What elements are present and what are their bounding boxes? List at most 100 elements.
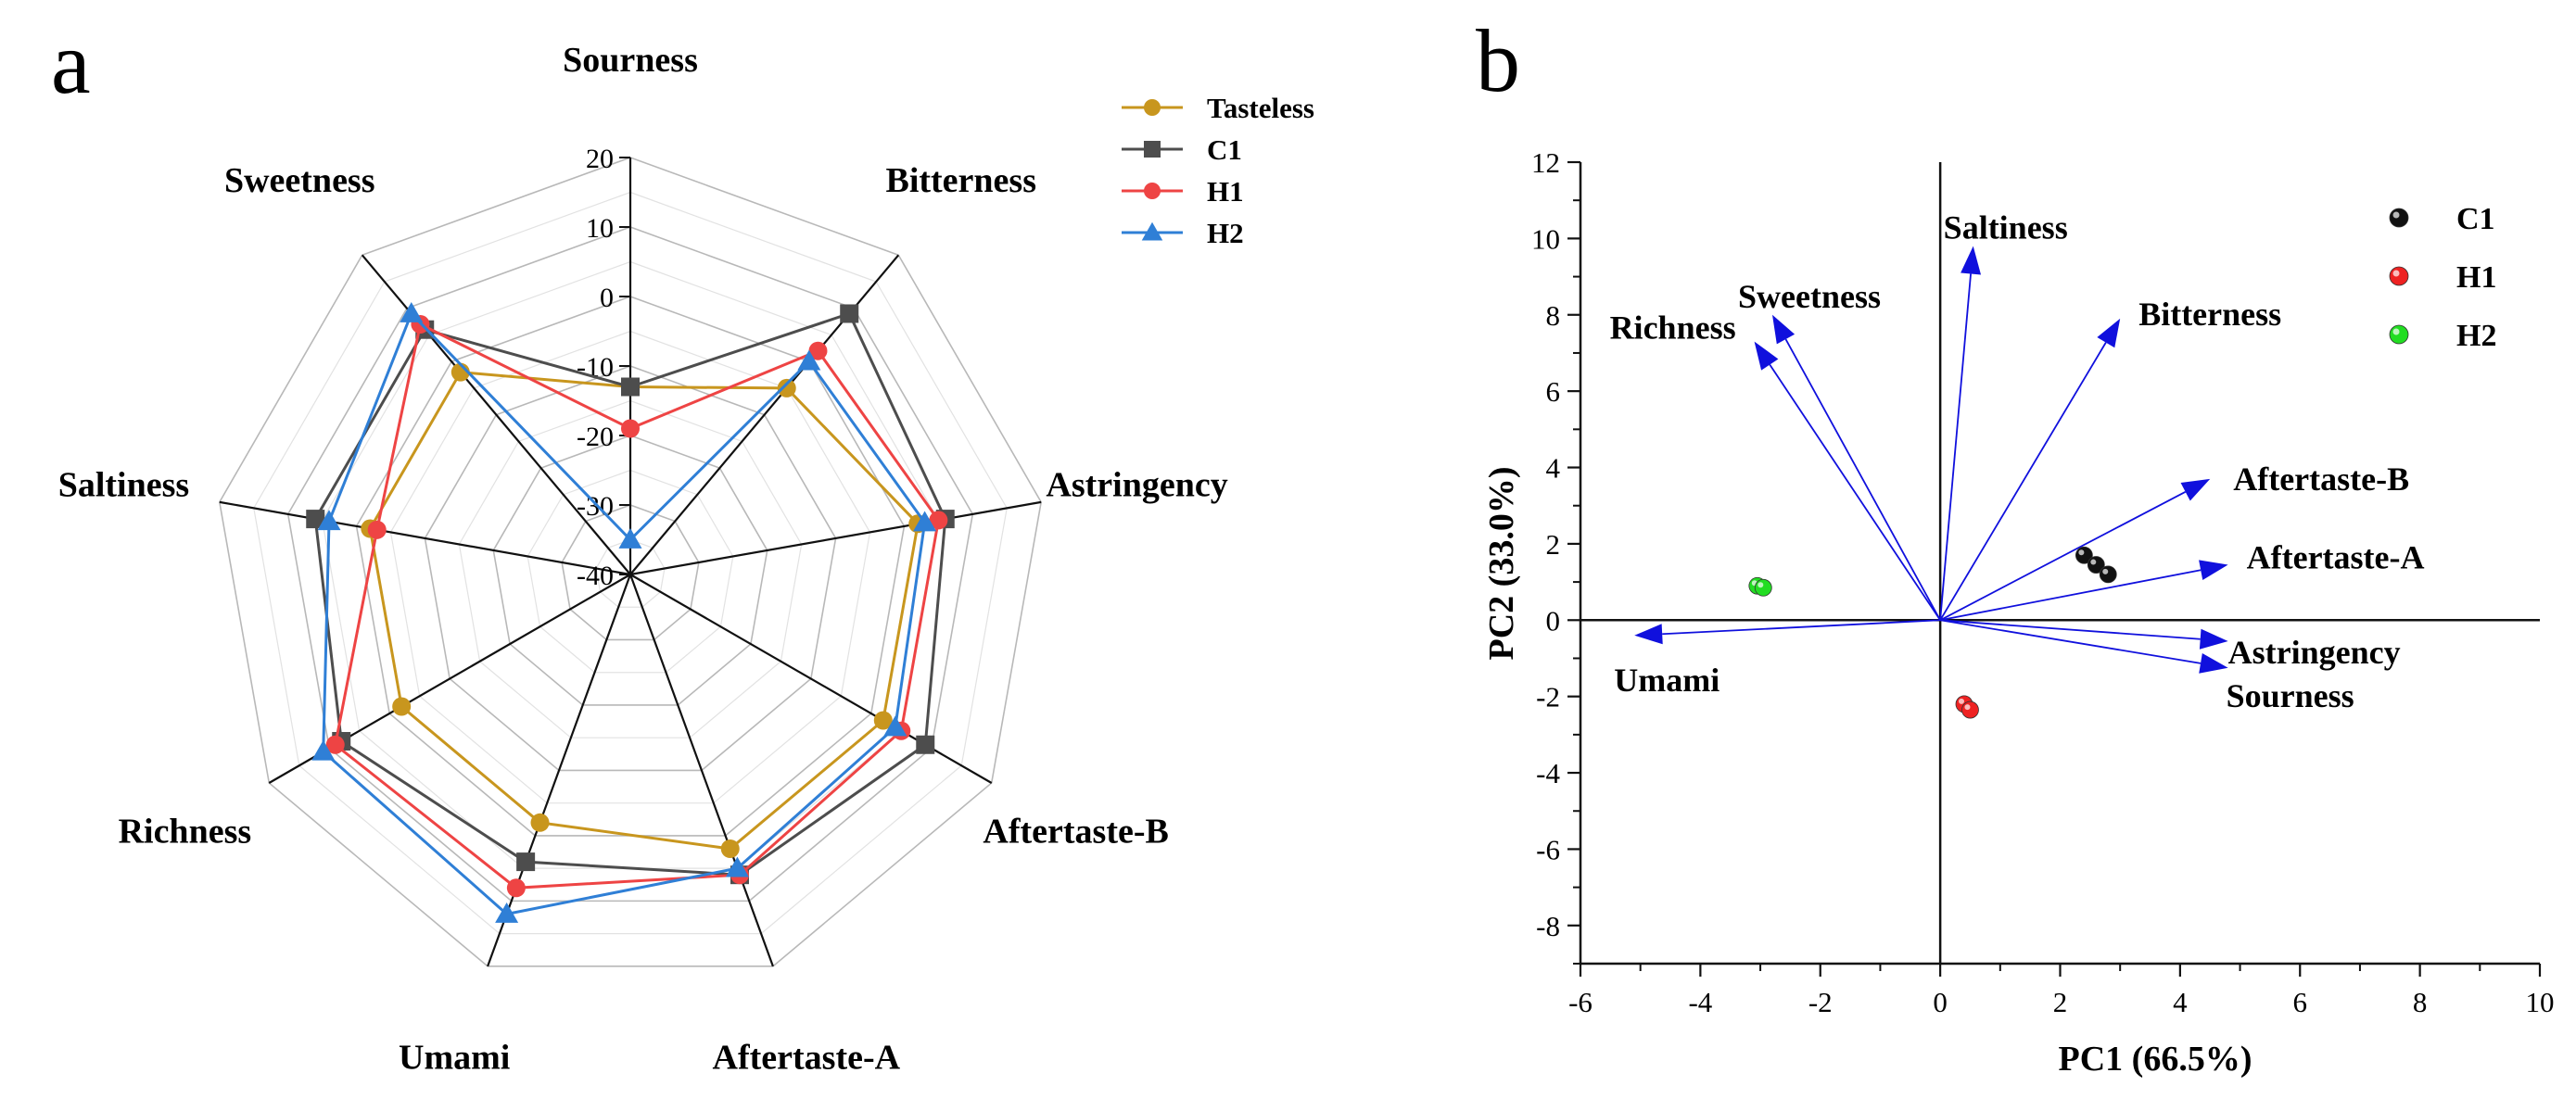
loading-arrowhead (1772, 314, 1796, 345)
legend-label: C1 (2456, 202, 2495, 236)
radar-axis-label: Umami (399, 1039, 510, 1078)
loading-arrowhead (1754, 341, 1779, 371)
y-tick-label: -4 (1536, 757, 1560, 789)
x-tick-label: 8 (2413, 986, 2428, 1018)
radar-minor-ring (458, 399, 803, 738)
y-tick-label: 4 (1546, 452, 1561, 485)
loading-label: Richness (1610, 309, 1736, 347)
legend-label: H2 (1207, 217, 1244, 249)
radar-axis-label: Richness (119, 813, 252, 852)
loading-arrowhead (1634, 624, 1663, 645)
radar-axis-label: Sweetness (224, 161, 375, 200)
radar-axis-label: Astringency (1046, 466, 1227, 505)
loading-arrowhead (2097, 318, 2121, 348)
radar-spoke (361, 254, 631, 575)
radar-grid-ring (424, 365, 837, 772)
x-tick-label: 0 (1933, 986, 1948, 1018)
radar-point (400, 301, 424, 322)
score-point (1754, 578, 1772, 597)
score-point-highlight (1758, 582, 1764, 588)
loading-arrowhead (1961, 246, 1982, 275)
legend-label: H2 (2456, 319, 2496, 353)
radar-spoke (629, 254, 900, 575)
radar-minor-ring (527, 469, 734, 674)
radar-point (725, 856, 749, 877)
radar-point (306, 510, 325, 529)
legend-marker-highlight (2392, 328, 2400, 335)
radar-axis-label: Bitterness (885, 161, 1036, 200)
x-tick-label: 6 (2293, 986, 2308, 1018)
loading-arrow (1939, 569, 2202, 622)
radar-point (621, 419, 640, 438)
radar-tick-label: -40 (577, 561, 614, 591)
score-point-highlight (1964, 704, 1971, 711)
score-point-highlight (2102, 568, 2109, 574)
loading-label: Astringency (2228, 634, 2401, 671)
x-tick-label: -2 (1808, 986, 1833, 1018)
legend-marker (2389, 208, 2409, 228)
legend-label: H1 (2456, 260, 2496, 295)
loading-label: Saltiness (1944, 209, 2068, 246)
loading-arrow (1939, 342, 2107, 621)
radar-point (916, 735, 935, 754)
pca-biplot: -6 -4 -2 0 2 4 6 8 10 12 10 8 6 4 2 0 -2 -4 -6 -8 Saltiness S… (1531, 146, 2555, 1018)
radar-point (367, 520, 387, 539)
legend-label: H1 (1207, 175, 1244, 208)
loading-arrowhead (2199, 653, 2228, 674)
legend-marker-highlight (2392, 211, 2400, 219)
radar-tick-label: -20 (577, 422, 614, 452)
radar-point (808, 341, 828, 360)
loading-arrow (1939, 619, 2202, 664)
radar-spoke (629, 500, 1042, 576)
legend-marker (1144, 183, 1161, 199)
radar-point (797, 349, 821, 371)
radar-legend: Tasteless C1 H1 H2 (1122, 92, 1314, 249)
legend-marker (1141, 221, 1163, 241)
radar-series-line (322, 310, 927, 916)
radar-chart: 20100-10-20-30-40SournessBitternessAstri… (58, 41, 1228, 1078)
radar-point (392, 697, 412, 716)
panel-label-a: a (51, 13, 91, 112)
y-tick-label: 2 (1546, 528, 1561, 561)
radar-series-line (368, 371, 920, 851)
x-axis-label: PC1 (66.5%) (2059, 1040, 2252, 1079)
radar-tick-label: 20 (586, 144, 614, 174)
radar-tick-label: 0 (600, 283, 614, 313)
x-tick-label: 2 (2053, 986, 2068, 1018)
radar-point (311, 739, 336, 761)
loading-label: Umami (1614, 662, 1719, 699)
radar-series-line (334, 322, 940, 890)
score-point-highlight (2078, 549, 2085, 556)
radar-axis-label: Sourness (563, 41, 698, 80)
score-point (2099, 565, 2117, 584)
legend-marker (1144, 99, 1161, 116)
loading-arrowhead (2180, 478, 2211, 501)
loading-label: Aftertaste-B (2233, 461, 2409, 498)
legend-marker-highlight (2392, 270, 2400, 277)
radar-grid-ring (561, 504, 700, 641)
radar-point (317, 510, 341, 531)
loading-arrow (1769, 364, 1941, 621)
radar-point (530, 813, 550, 832)
loading-arrow (1784, 338, 1941, 621)
radar-minor-ring (595, 538, 666, 608)
y-tick-label: 6 (1546, 375, 1561, 408)
radar-point (913, 511, 937, 532)
score-point-highlight (1959, 698, 1964, 704)
radar-point (621, 377, 640, 397)
radar-point (883, 715, 907, 737)
x-tick-label: -4 (1688, 986, 1712, 1018)
radar-point (720, 839, 740, 859)
loading-label: Sweetness (1738, 278, 1881, 315)
y-tick-label: -6 (1536, 833, 1560, 865)
panel-label-b: b (1476, 11, 1520, 110)
y-tick-label: 0 (1546, 604, 1561, 637)
legend-marker (2389, 324, 2409, 345)
x-tick-label: 4 (2173, 986, 2188, 1018)
radar-spoke (219, 500, 631, 576)
radar-minor-ring (389, 330, 871, 804)
radar-spoke (628, 574, 774, 967)
y-tick-label: 10 (1531, 222, 1560, 255)
score-point (1961, 700, 1979, 719)
